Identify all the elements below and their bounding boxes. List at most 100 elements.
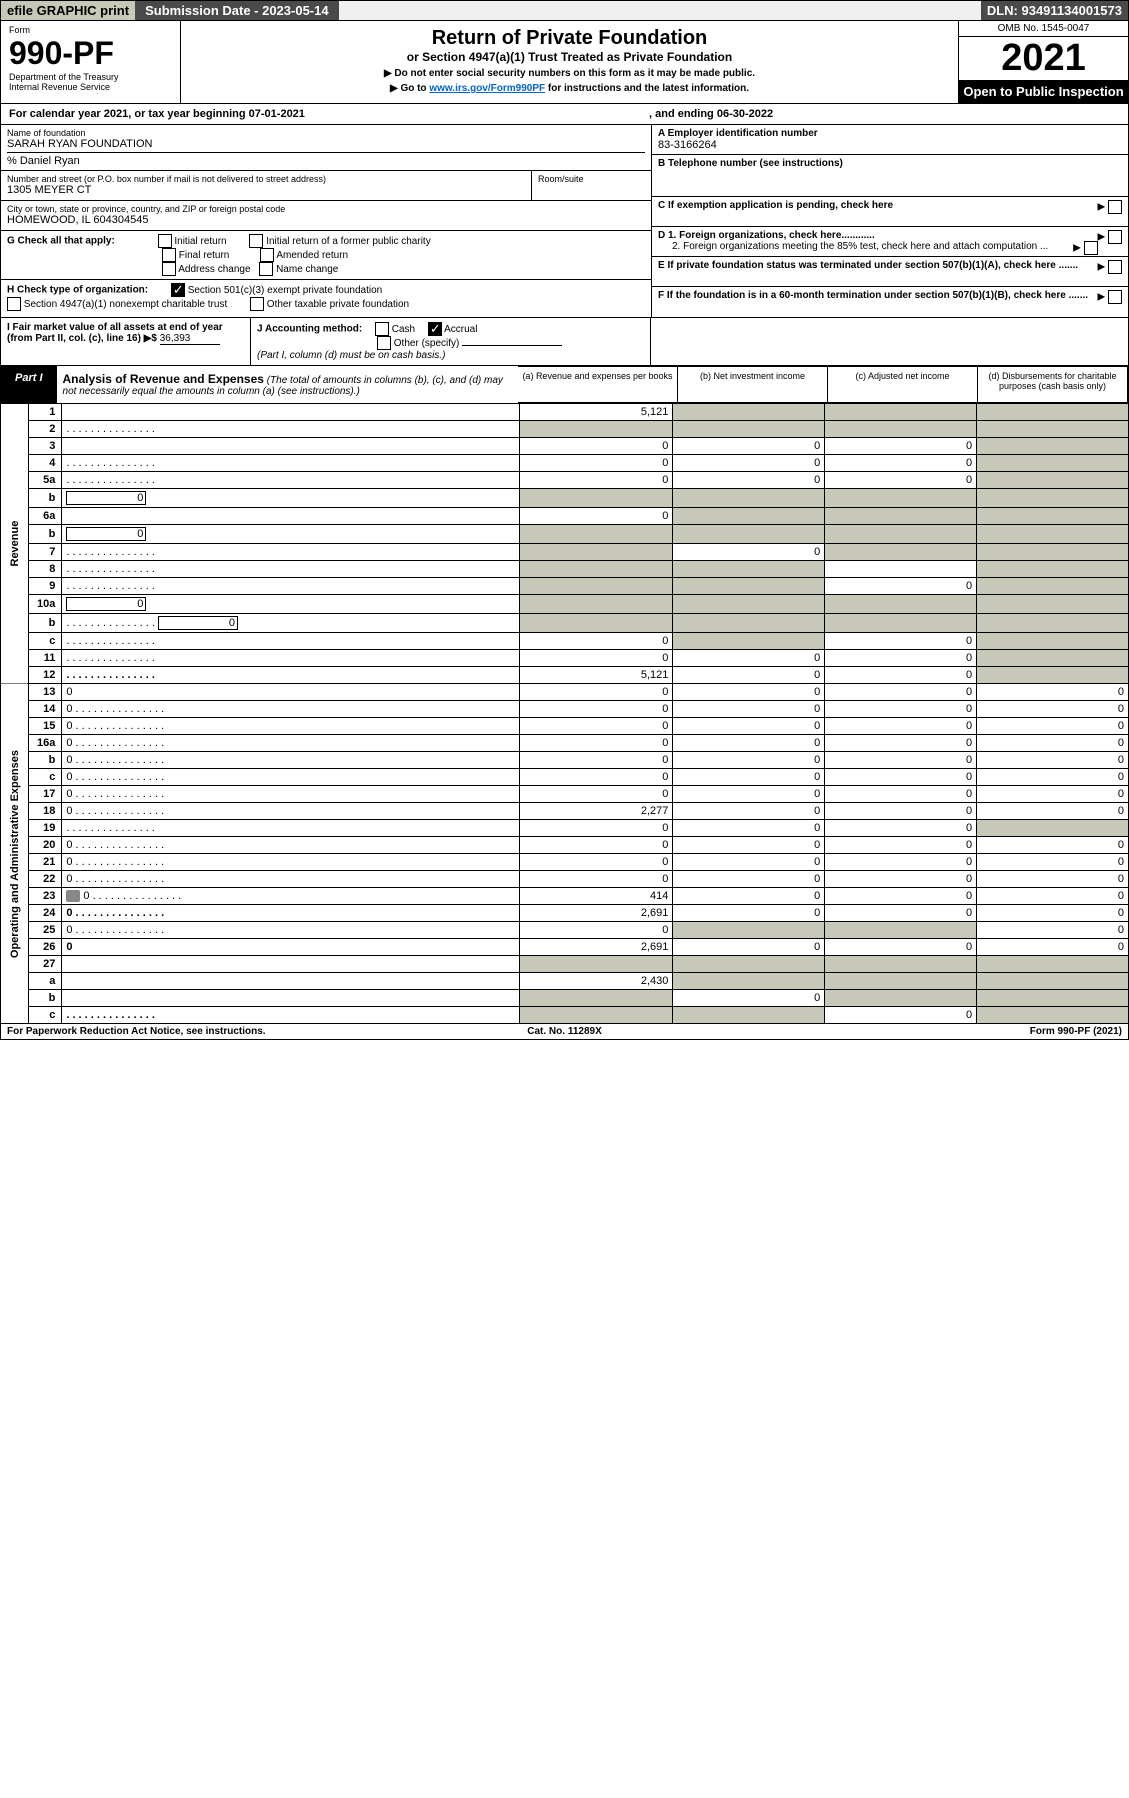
address-change-checkbox[interactable] [162, 262, 176, 276]
col-b-value: 0 [673, 701, 825, 718]
form-subtitle: or Section 4947(a)(1) Trust Treated as P… [187, 50, 952, 64]
opt-4947: Section 4947(a)(1) nonexempt charitable … [24, 299, 227, 310]
expenses-side-label: Operating and Administrative Expenses [1, 684, 29, 1024]
schedule-icon[interactable] [66, 890, 80, 902]
care-of: % Daniel Ryan [7, 152, 645, 167]
line-number: b [28, 489, 62, 508]
revenue-expense-table: Revenue15,1212300040005a000b 06a0b 07089… [0, 404, 1129, 1024]
address-cell: Number and street (or P.O. box number if… [1, 171, 531, 201]
form-number: 990-PF [9, 35, 172, 72]
line-description [62, 578, 520, 595]
amended-checkbox[interactable] [260, 248, 274, 262]
col-b-value: 0 [673, 650, 825, 667]
line-description: 0 [62, 888, 520, 905]
table-row: 10a 0 [1, 595, 1129, 614]
form-ref: Form 990-PF (2021) [750, 1026, 1122, 1037]
col-c-value: 0 [825, 769, 977, 786]
foreign-85-checkbox[interactable] [1084, 241, 1098, 255]
instr2-post: for instructions and the latest informat… [545, 83, 749, 94]
col-a-value: 5,121 [520, 404, 673, 421]
col-a-value: 2,277 [520, 803, 673, 820]
4947a1-checkbox[interactable] [7, 297, 21, 311]
col-c-value: 0 [825, 667, 977, 684]
col-c-value: 0 [825, 786, 977, 803]
table-row: b 0 [1, 614, 1129, 633]
final-return-checkbox[interactable] [162, 248, 176, 262]
col-b-value: 0 [673, 939, 825, 956]
col-c-value: 0 [825, 455, 977, 472]
telephone-cell: B Telephone number (see instructions) [652, 155, 1128, 197]
col-a-value: 0 [520, 871, 673, 888]
line-number: 8 [28, 561, 62, 578]
col-d-value [977, 956, 1129, 973]
60month-checkbox[interactable] [1108, 290, 1122, 304]
col-b-value [673, 508, 825, 525]
line-description [62, 455, 520, 472]
other-method-checkbox[interactable] [377, 336, 391, 350]
instr2-pre: ▶ Go to [390, 83, 429, 94]
col-b-value: 0 [673, 769, 825, 786]
table-row: 90 [1, 578, 1129, 595]
col-a-value: 0 [520, 922, 673, 939]
table-row: b 0 [1, 489, 1129, 508]
exemption-checkbox[interactable] [1108, 200, 1122, 214]
col-a-value: 0 [520, 684, 673, 701]
cash-checkbox[interactable] [375, 322, 389, 336]
foundation-name-cell: Name of foundation SARAH RYAN FOUNDATION… [1, 125, 651, 171]
col-d-value [977, 990, 1129, 1007]
line-description: 0 [62, 922, 520, 939]
col-b-value: 0 [673, 905, 825, 922]
col-d-value [977, 455, 1129, 472]
table-row: b 0 [1, 525, 1129, 544]
line-number: 3 [28, 438, 62, 455]
col-c-value [825, 973, 977, 990]
col-b-value [673, 973, 825, 990]
paperwork-notice: For Paperwork Reduction Act Notice, see … [7, 1026, 379, 1037]
501c3-checkbox[interactable] [171, 283, 185, 297]
col-c-value: 0 [825, 684, 977, 701]
col-a-value: 5,121 [520, 667, 673, 684]
other-taxable-checkbox[interactable] [250, 297, 264, 311]
line-description: 0 [62, 735, 520, 752]
table-row: 70 [1, 544, 1129, 561]
col-a-value [520, 489, 673, 508]
col-b-value: 0 [673, 871, 825, 888]
table-row: 23 0414000 [1, 888, 1129, 905]
col-c-value: 0 [825, 735, 977, 752]
cal-year-end: , and ending 06-30-2022 [649, 108, 773, 120]
col-d-value: 0 [977, 735, 1129, 752]
line-number: 16a [28, 735, 62, 752]
table-row: 1700000 [1, 786, 1129, 803]
initial-return-checkbox[interactable] [158, 234, 172, 248]
table-row: b00000 [1, 752, 1129, 769]
col-a-value: 0 [520, 438, 673, 455]
col-c-value: 0 [825, 939, 977, 956]
foreign-org-checkbox[interactable] [1108, 230, 1122, 244]
form-title: Return of Private Foundation [187, 27, 952, 50]
col-b-value [673, 922, 825, 939]
col-b-value: 0 [673, 472, 825, 489]
initial-former-checkbox[interactable] [249, 234, 263, 248]
dept-label: Department of the Treasury [9, 72, 172, 82]
cat-number: Cat. No. 11289X [379, 1026, 751, 1037]
street-address: 1305 MEYER CT [7, 184, 525, 196]
col-a-value: 0 [520, 701, 673, 718]
col-c-value [825, 922, 977, 939]
form-link[interactable]: www.irs.gov/Form990PF [429, 83, 545, 94]
col-d-value: 0 [977, 803, 1129, 820]
col-a-value: 0 [520, 837, 673, 854]
j-note: (Part I, column (d) must be on cash basi… [257, 350, 445, 361]
col-a-value: 0 [520, 786, 673, 803]
accrual-checkbox[interactable] [428, 322, 442, 336]
line-description [62, 508, 520, 525]
terminated-checkbox[interactable] [1108, 260, 1122, 274]
col-d-value [977, 404, 1129, 421]
part1-title-cell: Analysis of Revenue and Expenses (The to… [57, 366, 518, 403]
opt-501c3: Section 501(c)(3) exempt private foundat… [188, 285, 383, 296]
line-number: c [28, 633, 62, 650]
col-d-value: 0 [977, 905, 1129, 922]
col-c-value: 0 [825, 472, 977, 489]
name-change-checkbox[interactable] [259, 262, 273, 276]
info-grid: Name of foundation SARAH RYAN FOUNDATION… [0, 125, 1129, 318]
line-number: 11 [28, 650, 62, 667]
